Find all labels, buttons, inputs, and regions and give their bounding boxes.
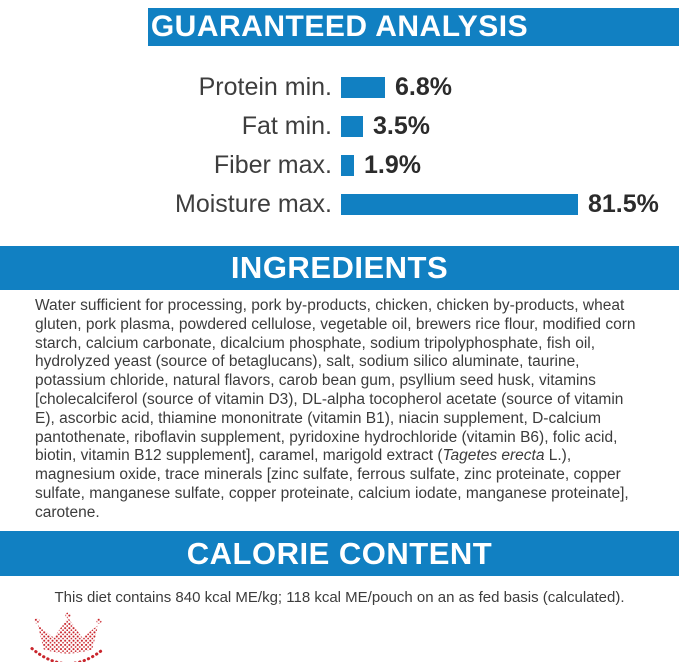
analysis-label: Fat min. [241,112,332,140]
guaranteed-analysis-chart: Protein min. 6.8% Fat min. 3.5% Fiber ma… [0,68,679,224]
royal-canin-crown-icon [30,612,106,662]
calorie-statement: This diet contains 840 kcal ME/kg; 118 k… [54,589,625,606]
analysis-value: 3.5% [373,112,430,140]
analysis-bar [341,194,578,215]
ingredients-text-before: Water sufficient for processing, pork by… [35,297,636,465]
calorie-content-band [0,531,679,576]
ingredients-band [0,246,679,290]
ingredients-text-after: L.), magnesium oxide, trace minerals [zi… [35,447,629,521]
guaranteed-analysis-title: GUARANTEED ANALYSIS [150,10,529,43]
guaranteed-analysis-band [148,8,679,46]
analysis-row-fat: Fat min. 3.5% [0,107,679,146]
calorie-content-title: CALORIE CONTENT [186,536,493,571]
analysis-bar [341,116,363,137]
analysis-value: 1.9% [364,151,421,179]
ingredients-paragraph: Water sufficient for processing, pork by… [35,297,647,523]
ingredients-species-italic: Tagetes erecta [442,447,545,465]
analysis-label: Protein min. [198,73,332,101]
analysis-row-moisture: Moisture max. 81.5% [0,185,679,224]
analysis-bar [341,155,354,176]
analysis-label: Fiber max. [213,151,332,179]
analysis-row-fiber: Fiber max. 1.9% [0,146,679,185]
analysis-value: 6.8% [395,73,452,101]
analysis-value: 81.5% [588,190,659,218]
analysis-bar [341,77,385,98]
ingredients-title: INGREDIENTS [230,250,449,285]
analysis-row-protein: Protein min. 6.8% [0,68,679,107]
analysis-label: Moisture max. [175,190,332,218]
